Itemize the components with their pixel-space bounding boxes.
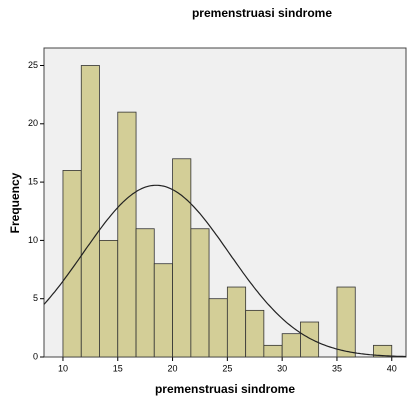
x-tick-label: 40 <box>387 363 397 373</box>
bar <box>62 170 82 358</box>
y-tick-label: 5 <box>33 293 38 303</box>
bar <box>336 286 356 358</box>
bar <box>80 65 100 358</box>
x-tick-label: 25 <box>222 363 232 373</box>
bar <box>208 298 228 358</box>
chart-title: premenstruasi sindrome <box>192 6 332 20</box>
bar <box>190 228 210 358</box>
bar <box>117 111 137 358</box>
y-tick-label: 20 <box>28 118 38 128</box>
bar <box>281 333 301 358</box>
x-tick-label: 10 <box>58 363 68 373</box>
bar <box>153 263 173 358</box>
y-tick-label: 10 <box>28 235 38 245</box>
normal-curve <box>43 184 406 358</box>
bar <box>373 344 393 358</box>
bar <box>245 309 265 358</box>
bar <box>99 239 119 358</box>
x-tick-label: 20 <box>168 363 178 373</box>
x-tick-label: 30 <box>277 363 287 373</box>
bar <box>172 158 192 358</box>
bar <box>135 228 155 358</box>
bar <box>263 344 283 358</box>
y-axis-label: Frequency <box>8 172 22 233</box>
x-tick-label: 15 <box>113 363 123 373</box>
y-tick-label: 25 <box>28 60 38 70</box>
x-tick-label: 35 <box>332 363 342 373</box>
y-tick-label: 15 <box>28 176 38 186</box>
y-tick-label: 0 <box>33 351 38 361</box>
bar <box>226 286 247 358</box>
x-axis-label: premenstruasi sindrome <box>155 382 295 396</box>
bar <box>300 321 320 358</box>
